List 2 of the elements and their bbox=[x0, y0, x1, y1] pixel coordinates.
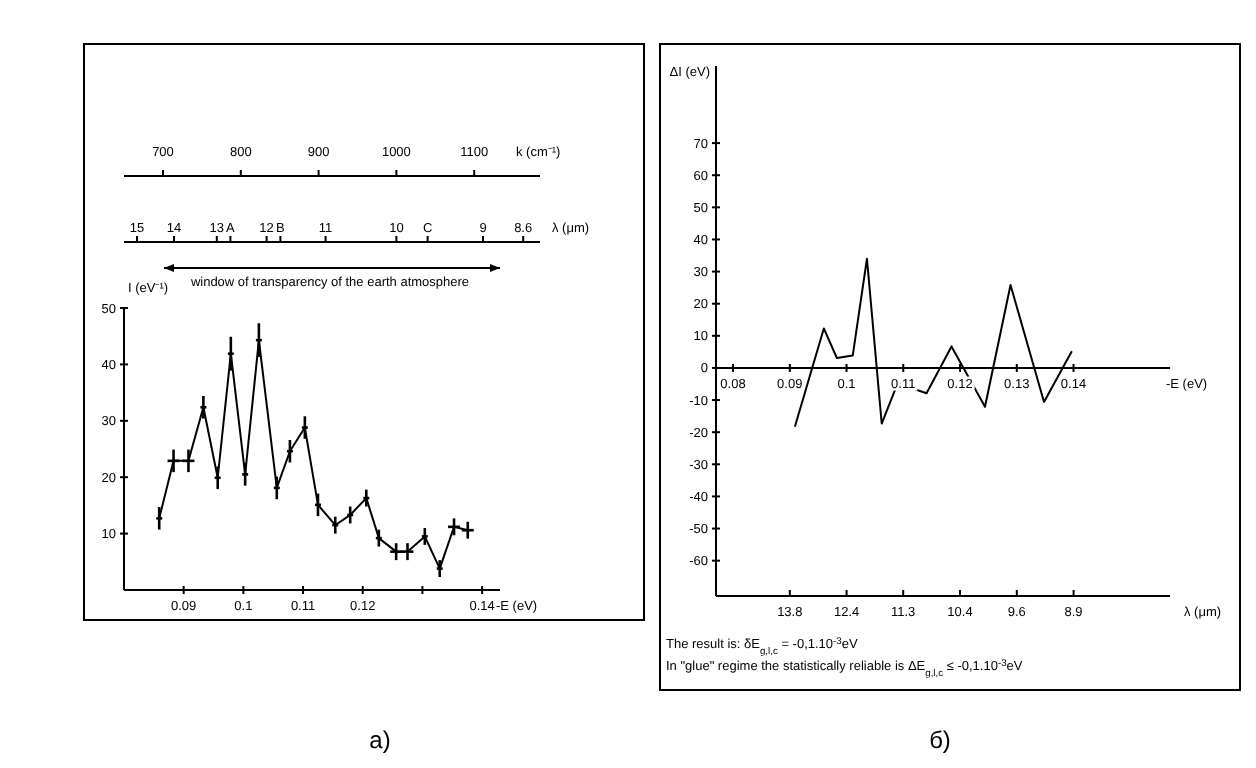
text: а) bbox=[369, 726, 391, 754]
text: б) bbox=[929, 726, 951, 754]
